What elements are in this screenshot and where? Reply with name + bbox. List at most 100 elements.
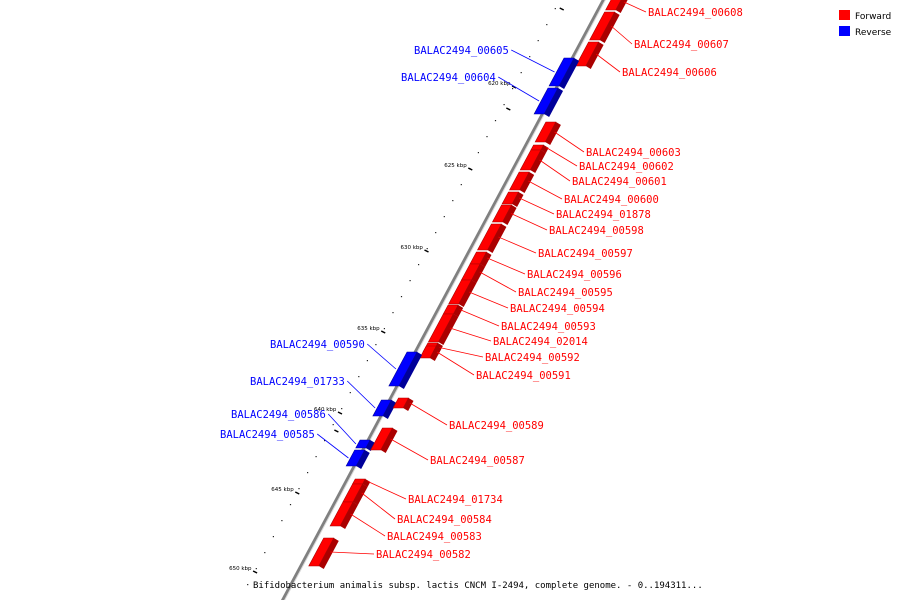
gene-label[interactable]: BALAC2494_00607 [634, 39, 729, 51]
gene-label[interactable]: BALAC2494_00602 [579, 161, 674, 173]
gene-leader-line [439, 347, 484, 358]
gene-balac2494-00585[interactable]: BALAC2494_00585 [220, 429, 370, 469]
gene-balac2494-00604[interactable]: BALAC2494_00604 [401, 72, 564, 117]
gene-leader-line [366, 343, 397, 370]
gene-balac2494-00587[interactable]: BALAC2494_00587 [370, 427, 525, 467]
gene-label[interactable]: BALAC2494_00606 [622, 67, 717, 79]
gene-balac2494-01878[interactable]: BALAC2494_01878 [501, 191, 651, 221]
gene-label[interactable]: BALAC2494_00598 [549, 225, 644, 237]
gene-leader-line [317, 433, 349, 459]
minor-tick [435, 232, 437, 234]
gene-side [365, 440, 376, 451]
gene-label[interactable]: BALAC2494_00585 [220, 429, 315, 441]
gene-label[interactable]: BALAC2494_01878 [556, 209, 651, 221]
gene-leader-line [367, 481, 407, 500]
minor-tick [537, 40, 539, 42]
tick-label: 620 kbp [488, 81, 511, 87]
gene-balac2494-00593[interactable]: BALAC2494_00593 [442, 304, 596, 333]
gene-balac2494-00601[interactable]: BALAC2494_00601 [519, 149, 667, 188]
major-tick [559, 7, 565, 11]
gene-balac2494-00600[interactable]: BALAC2494_00600 [509, 171, 659, 206]
minor-tick-dots [247, 8, 556, 586]
gene-side [380, 428, 398, 453]
gene-label[interactable]: BALAC2494_00593 [501, 321, 596, 333]
gene-balac2494-00608[interactable]: BALAC2494_00608 [605, 0, 743, 19]
gene-side [502, 205, 517, 225]
tick-label: 630 kbp [401, 245, 424, 251]
gene-balac2494-00605[interactable]: BALAC2494_00605 [414, 45, 580, 89]
tick-label: 645 kbp [271, 487, 294, 493]
gene-balac2494-00606[interactable]: BALAC2494_00606 [575, 41, 717, 79]
gene-side [544, 88, 564, 117]
gene-label[interactable]: BALAC2494_00595 [518, 287, 613, 299]
minor-tick [315, 456, 317, 458]
gene-side [403, 398, 414, 411]
gene-label[interactable]: BALAC2494_00592 [485, 352, 580, 364]
gene-side [362, 479, 371, 487]
gene-label[interactable]: BALAC2494_00582 [376, 549, 471, 561]
minor-tick [289, 504, 292, 506]
gene-label[interactable]: BALAC2494_00597 [538, 248, 633, 260]
gene-balac2494-00596[interactable]: BALAC2494_00596 [469, 251, 622, 281]
gene-leader-line [528, 180, 563, 200]
gene-side [356, 450, 370, 469]
gene-label[interactable]: BALAC2494_00589 [449, 420, 544, 432]
legend: Forward Reverse [839, 10, 892, 38]
gene-balac2494-00607[interactable]: BALAC2494_00607 [589, 11, 729, 51]
gene-label[interactable]: BALAC2494_00603 [586, 147, 681, 159]
legend-swatch-forward [839, 10, 850, 20]
gene-balac2494-00595[interactable]: BALAC2494_00595 [460, 263, 613, 299]
gene-leader-line [327, 413, 357, 445]
gene-leader-line [346, 380, 376, 409]
gene-side [545, 122, 561, 145]
gene-label[interactable]: BALAC2494_00596 [527, 269, 622, 281]
gene-label[interactable]: BALAC2494_01733 [250, 376, 345, 388]
gene-balac2494-01734[interactable]: BALAC2494_01734 [352, 478, 503, 506]
gene-balac2494-00594[interactable]: BALAC2494_00594 [448, 279, 605, 315]
gene-side [453, 305, 464, 317]
major-tick [337, 411, 343, 415]
minor-tick [341, 408, 343, 410]
gene-balac2494-00582[interactable]: BALAC2494_00582 [308, 537, 471, 569]
gene-balac2494-00602[interactable]: BALAC2494_00602 [530, 144, 674, 173]
gene-balac2494-02014[interactable]: BALAC2494_02014 [427, 313, 588, 348]
gene-balac2494-00597[interactable]: BALAC2494_00597 [476, 223, 633, 260]
gene-label[interactable]: BALAC2494_00587 [430, 455, 525, 467]
gene-label[interactable]: BALAC2494_00605 [414, 45, 509, 57]
gene-label[interactable]: BALAC2494_00590 [270, 339, 365, 351]
gene-side [599, 12, 620, 43]
minor-tick [332, 424, 334, 426]
gene-label[interactable]: BALAC2494_00594 [510, 303, 605, 315]
gene-label[interactable]: BALAC2494_00583 [387, 531, 482, 543]
legend-swatch-reverse [839, 26, 850, 36]
minor-tick [409, 280, 411, 282]
gene-balac2494-00591[interactable]: BALAC2494_00591 [419, 345, 571, 382]
gene-label[interactable]: BALAC2494_00601 [572, 176, 667, 188]
gene-label[interactable]: BALAC2494_00600 [564, 194, 659, 206]
gene-label[interactable]: BALAC2494_00608 [648, 7, 743, 19]
gene-leader-line [498, 236, 537, 254]
gene-leader-line [361, 492, 396, 520]
gene-label[interactable]: BALAC2494_02014 [493, 336, 588, 348]
gene-label[interactable]: BALAC2494_01734 [408, 494, 503, 506]
minor-tick [400, 296, 403, 298]
minor-tick [298, 488, 300, 490]
gene-leader-line [449, 327, 492, 342]
gene-balac2494-00583[interactable]: BALAC2494_00583 [329, 501, 482, 543]
gene-balac2494-00603[interactable]: BALAC2494_00603 [534, 121, 681, 159]
gene-balac2494-00598[interactable]: BALAC2494_00598 [491, 204, 644, 237]
major-tick [252, 570, 258, 574]
gene-balac2494-00589[interactable]: BALAC2494_00589 [392, 397, 544, 432]
gene-leader-line [546, 147, 578, 167]
gene-balac2494-00586[interactable]: BALAC2494_00586 [231, 409, 376, 451]
gene-label[interactable]: BALAC2494_00584 [397, 514, 492, 526]
minor-tick [503, 104, 505, 106]
gene-label[interactable]: BALAC2494_00604 [401, 72, 496, 84]
gene-balac2494-00590[interactable]: BALAC2494_00590 [270, 339, 423, 389]
gene-balac2494-01733[interactable]: BALAC2494_01733 [250, 376, 397, 419]
gene-label[interactable]: BALAC2494_00591 [476, 370, 571, 382]
gene-balac2494-00584[interactable]: BALAC2494_00584 [342, 483, 492, 526]
gene-label[interactable]: BALAC2494_00586 [231, 409, 326, 421]
major-tick [467, 167, 473, 171]
